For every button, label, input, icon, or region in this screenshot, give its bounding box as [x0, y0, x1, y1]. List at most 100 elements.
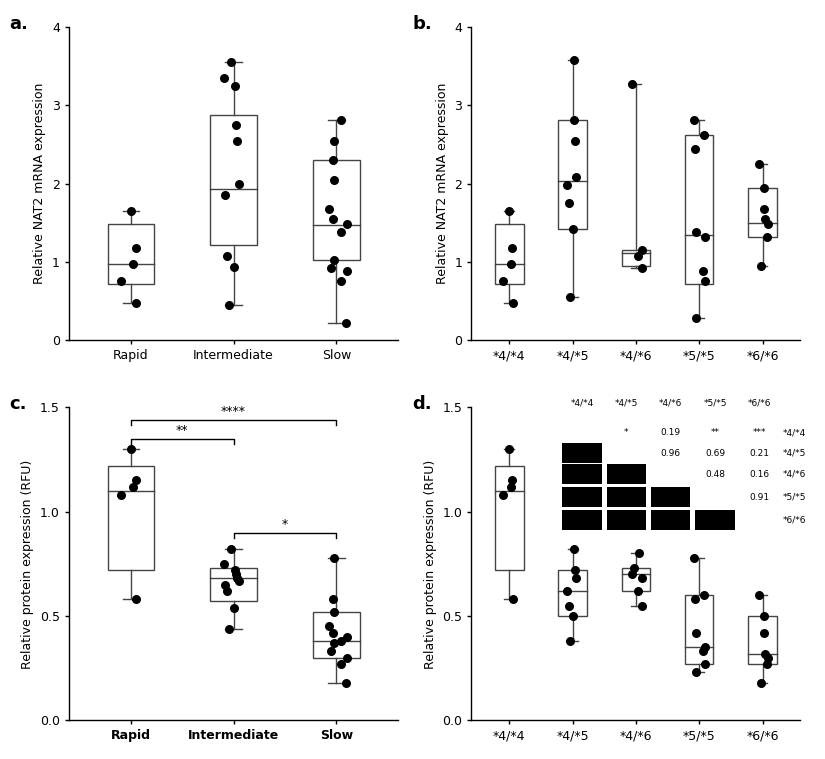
Point [632, 250, 645, 262]
Point [569, 172, 582, 184]
Point [230, 572, 243, 584]
Text: *4/*5: *4/*5 [783, 449, 806, 458]
Point [218, 189, 231, 201]
Point [690, 312, 703, 324]
Text: *5/*5: *5/*5 [783, 493, 806, 502]
Bar [606, 510, 646, 530]
Point [230, 119, 243, 131]
Point [335, 635, 348, 647]
Text: *4/*6: *4/*6 [659, 398, 682, 408]
Bar [606, 465, 646, 484]
Point [758, 647, 771, 660]
Text: 0.69: 0.69 [705, 449, 725, 458]
Text: *: * [625, 428, 629, 437]
Point [689, 226, 702, 238]
Point [218, 72, 231, 84]
Bar [748, 616, 777, 664]
Text: *6/*6: *6/*6 [747, 398, 771, 408]
Point [229, 564, 242, 576]
Bar [563, 443, 601, 463]
Y-axis label: Relative protein expression (RFU): Relative protein expression (RFU) [424, 459, 436, 669]
Point [635, 244, 648, 257]
Point [688, 594, 701, 606]
Point [754, 260, 767, 272]
Text: *4/*4: *4/*4 [783, 428, 806, 437]
Point [334, 276, 347, 288]
Text: 0.19: 0.19 [661, 428, 681, 437]
Point [568, 564, 581, 576]
Point [130, 242, 143, 254]
Point [696, 265, 710, 277]
Point [562, 600, 575, 612]
Text: *6/*6: *6/*6 [783, 515, 806, 524]
Point [340, 265, 353, 277]
Point [757, 203, 771, 215]
Point [229, 80, 242, 92]
Point [628, 562, 641, 574]
Point [699, 641, 712, 653]
Bar [695, 510, 734, 530]
Bar [314, 612, 360, 658]
Point [323, 203, 336, 215]
Point [233, 575, 246, 587]
Point [567, 54, 580, 66]
Point [635, 262, 648, 274]
Point [560, 585, 573, 597]
Text: 0.96: 0.96 [661, 449, 681, 458]
Bar [563, 465, 601, 484]
Point [233, 178, 246, 190]
Bar [748, 187, 777, 237]
Point [761, 652, 775, 664]
Text: *: * [282, 518, 288, 531]
Text: *4/*5: *4/*5 [615, 398, 638, 408]
Text: b.: b. [412, 14, 431, 33]
Point [326, 213, 339, 225]
Point [504, 480, 517, 493]
Point [224, 543, 238, 556]
Text: *4/*6: *4/*6 [783, 470, 806, 479]
Point [699, 231, 712, 243]
Point [563, 291, 577, 303]
Point [699, 276, 712, 288]
Point [752, 158, 766, 170]
Point [224, 56, 238, 68]
Point [334, 114, 347, 126]
Point [327, 552, 340, 564]
Point [327, 134, 340, 146]
Bar [210, 568, 257, 601]
Text: 0.48: 0.48 [705, 470, 725, 479]
Point [506, 242, 519, 254]
Bar [495, 225, 524, 284]
Point [328, 174, 341, 186]
Point [130, 594, 143, 606]
Point [696, 645, 710, 657]
Point [220, 585, 233, 597]
Bar [210, 115, 257, 244]
Bar [606, 487, 646, 507]
Point [761, 219, 775, 231]
Text: d.: d. [412, 395, 431, 413]
Point [334, 658, 347, 670]
Point [328, 606, 341, 618]
Point [563, 635, 577, 647]
Bar [314, 160, 360, 260]
Point [635, 600, 648, 612]
Point [324, 262, 337, 274]
Point [124, 205, 137, 217]
Point [569, 572, 582, 584]
Point [230, 134, 243, 146]
Y-axis label: Relative NAT2 mRNA expression: Relative NAT2 mRNA expression [436, 83, 449, 285]
Bar [107, 466, 153, 570]
Point [340, 631, 353, 643]
Text: ****: **** [221, 405, 246, 418]
Point [230, 568, 243, 581]
Point [497, 276, 510, 288]
Point [114, 489, 127, 501]
Bar [651, 510, 691, 530]
Point [127, 480, 140, 493]
Text: *4/*4: *4/*4 [570, 398, 594, 408]
Point [625, 568, 639, 581]
Point [757, 181, 771, 194]
Point [326, 594, 339, 606]
Point [687, 114, 700, 126]
